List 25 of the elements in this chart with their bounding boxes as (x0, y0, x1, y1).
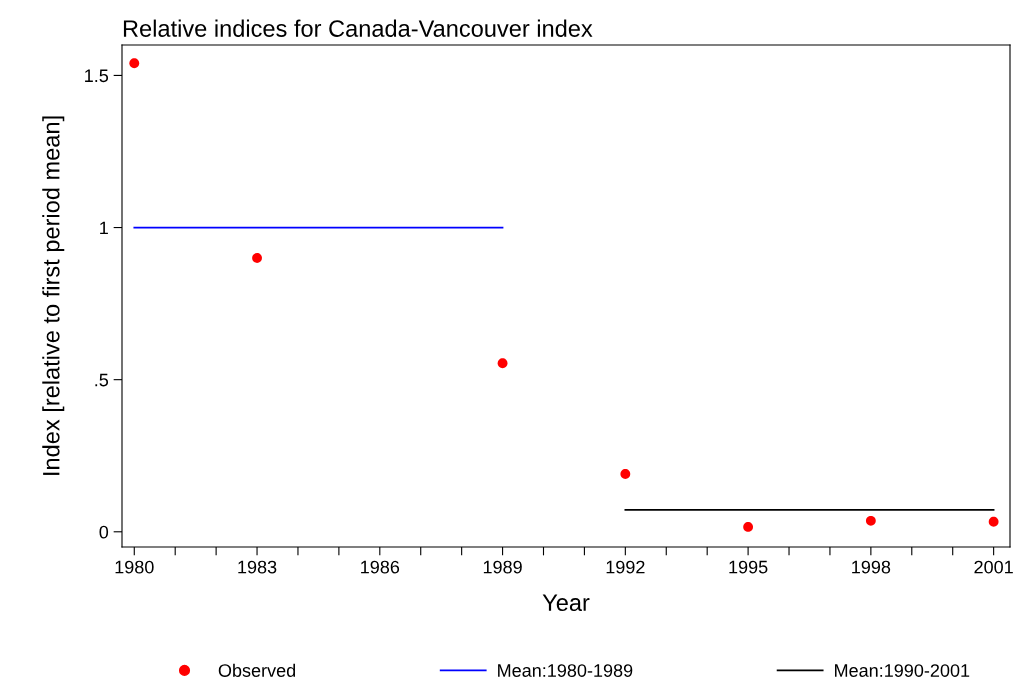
legend-label: Observed (218, 663, 296, 677)
x-tick-label: 1980 (115, 560, 154, 574)
x-tick-label: 1992 (606, 560, 645, 574)
point (865, 515, 876, 526)
legend-label: Mean:1990-2001 (835, 664, 970, 677)
point (252, 253, 262, 263)
chart-title: Relative indices for Canada-Vancouver index (123, 19, 593, 37)
x-tick-label: 1998 (852, 560, 891, 574)
y-axis-title: Index [relative to first period mean] (42, 116, 65, 475)
point (497, 358, 508, 369)
y-tick-label: 1 (100, 221, 108, 235)
y-tick-label: .5 (95, 373, 109, 387)
x-tick-label: 1989 (483, 560, 522, 574)
point (129, 58, 140, 69)
x-tick-label: 1995 (729, 560, 768, 574)
point (620, 469, 631, 479)
x-tick-label: 1986 (361, 560, 400, 574)
x-tick-label: 2001 (974, 560, 1013, 574)
point (988, 516, 999, 527)
point (743, 522, 754, 532)
legend-label: Mean:1980-1989 (498, 664, 633, 677)
x-axis-title: Year (542, 594, 590, 612)
x-tick-label: 1983 (238, 560, 277, 574)
y-tick-label: 1.5 (85, 69, 109, 83)
y-tick-label: 0 (99, 525, 109, 539)
